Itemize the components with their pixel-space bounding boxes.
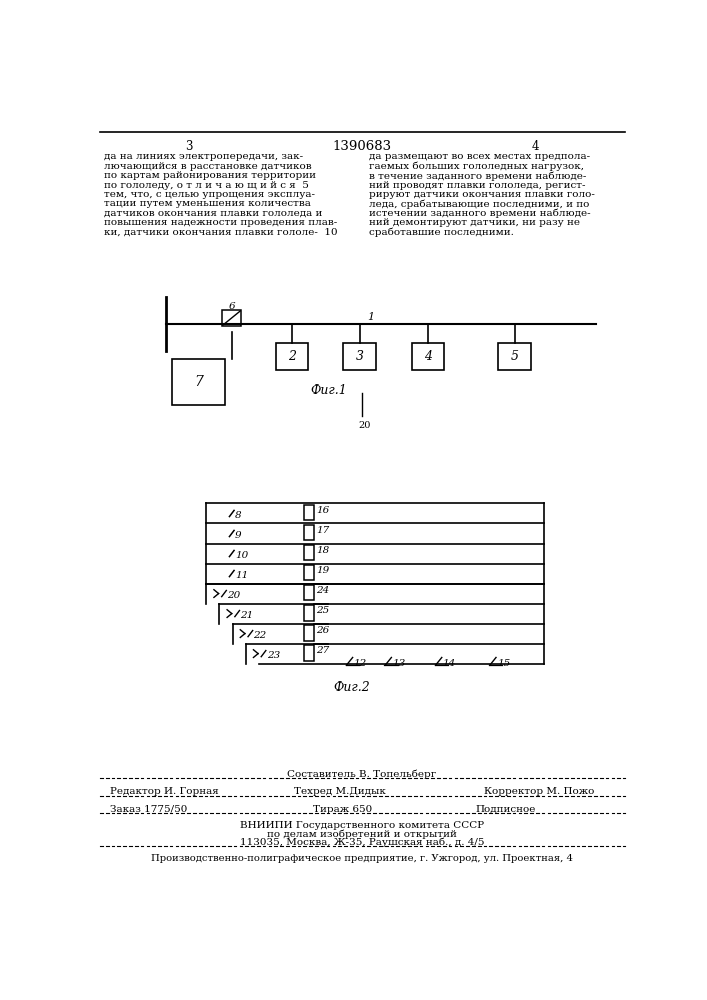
Text: 25: 25: [316, 606, 329, 615]
Text: 19: 19: [316, 566, 329, 575]
Text: 5: 5: [510, 350, 519, 363]
Text: 11: 11: [235, 571, 248, 580]
Text: Заказ 1775/50: Заказ 1775/50: [110, 805, 187, 814]
Text: гаемых больших гололедных нагрузок,: гаемых больших гололедных нагрузок,: [369, 162, 584, 171]
Text: в течение заданного времени наблюде-: в течение заданного времени наблюде-: [369, 171, 586, 181]
Bar: [411, 343, 444, 370]
Text: 2: 2: [288, 350, 296, 363]
Text: 23: 23: [267, 651, 280, 660]
Text: 1390683: 1390683: [332, 140, 392, 153]
Text: тации путем уменьшения количества: тации путем уменьшения количества: [104, 199, 311, 208]
Text: Редактор И. Горная: Редактор И. Горная: [110, 787, 219, 796]
Text: 26: 26: [316, 626, 329, 635]
Text: Составитель В. Топельберг: Составитель В. Топельберг: [287, 769, 437, 779]
Text: ВНИИПИ Государственного комитета СССР: ВНИИПИ Государственного комитета СССР: [240, 821, 484, 830]
Text: 16: 16: [316, 506, 329, 515]
Text: 8: 8: [235, 511, 242, 520]
Text: 1: 1: [368, 312, 375, 322]
Bar: [304, 525, 314, 540]
Text: да на линиях электропередачи, зак-: да на линиях электропередачи, зак-: [104, 152, 303, 161]
Bar: [276, 343, 308, 370]
Text: 24: 24: [316, 586, 329, 595]
Text: 4: 4: [423, 350, 432, 363]
Text: тем, что, с целью упрощения эксплуа-: тем, что, с целью упрощения эксплуа-: [104, 190, 315, 199]
Bar: [304, 545, 314, 560]
Text: ки, датчики окончания плавки гололе-  10: ки, датчики окончания плавки гололе- 10: [104, 227, 337, 236]
Text: по гололеду, о т л и ч а ю щ и й с я  5: по гололеду, о т л и ч а ю щ и й с я 5: [104, 181, 309, 190]
Text: 22: 22: [253, 631, 267, 640]
Text: по делам изобретений и открытий: по делам изобретений и открытий: [267, 829, 457, 839]
Text: 3: 3: [356, 350, 363, 363]
Text: рируют датчики окончания плавки голо-: рируют датчики окончания плавки голо-: [369, 190, 595, 199]
Text: ний проводят плавки гололеда, регист-: ний проводят плавки гололеда, регист-: [369, 181, 585, 190]
Bar: [304, 585, 314, 600]
Bar: [304, 625, 314, 641]
Text: сработавшие последними.: сработавшие последними.: [369, 227, 514, 237]
Text: Тираж 650: Тираж 650: [313, 805, 373, 814]
Bar: [304, 565, 314, 580]
Bar: [304, 605, 314, 620]
Text: 3: 3: [185, 140, 193, 153]
Text: леда, срабатывающие последними, и по: леда, срабатывающие последними, и по: [369, 199, 590, 209]
Text: датчиков окончания плавки гололеда и: датчиков окончания плавки гололеда и: [104, 209, 322, 218]
Bar: [344, 343, 376, 370]
Text: 4: 4: [532, 140, 539, 153]
Text: 10: 10: [235, 551, 248, 560]
Text: Производственно-полиграфическое предприятие, г. Ужгород, ул. Проектная, 4: Производственно-полиграфическое предприя…: [151, 854, 573, 863]
Text: 20: 20: [227, 591, 240, 600]
Text: 21: 21: [240, 611, 254, 620]
Bar: [304, 645, 314, 661]
Text: лючающийся в расстановке датчиков: лючающийся в расстановке датчиков: [104, 162, 312, 171]
Text: 113035, Москва, Ж-35, Раушская наб., д. 4/5: 113035, Москва, Ж-35, Раушская наб., д. …: [240, 838, 484, 847]
Text: 18: 18: [316, 546, 329, 555]
Bar: [304, 505, 314, 520]
Text: 6: 6: [228, 302, 235, 311]
Text: Техред М.Дидык: Техред М.Дидык: [293, 787, 385, 796]
Bar: [172, 359, 225, 405]
Text: 15: 15: [497, 659, 510, 668]
Text: да размещают во всех местах предпола-: да размещают во всех местах предпола-: [369, 152, 590, 161]
Text: Фиг.1: Фиг.1: [310, 384, 347, 397]
Text: 13: 13: [392, 659, 405, 668]
Text: 9: 9: [235, 531, 242, 540]
Text: 17: 17: [316, 526, 329, 535]
Text: 14: 14: [443, 659, 456, 668]
Bar: [498, 343, 531, 370]
Text: Подписное: Подписное: [476, 805, 536, 814]
Bar: [223, 310, 241, 326]
Text: ний демонтируют датчики, ни разу не: ний демонтируют датчики, ни разу не: [369, 218, 580, 227]
Text: 27: 27: [316, 646, 329, 655]
Text: 12: 12: [354, 659, 367, 668]
Text: Фиг.2: Фиг.2: [334, 681, 370, 694]
Text: по картам районирования территории: по картам районирования территории: [104, 171, 316, 180]
Text: Корректор М. Пожо: Корректор М. Пожо: [484, 787, 594, 796]
Text: 7: 7: [194, 375, 203, 389]
Text: 20: 20: [358, 421, 370, 430]
Text: повышения надежности проведения плав-: повышения надежности проведения плав-: [104, 218, 337, 227]
Text: истечении заданного времени наблюде-: истечении заданного времени наблюде-: [369, 209, 590, 218]
